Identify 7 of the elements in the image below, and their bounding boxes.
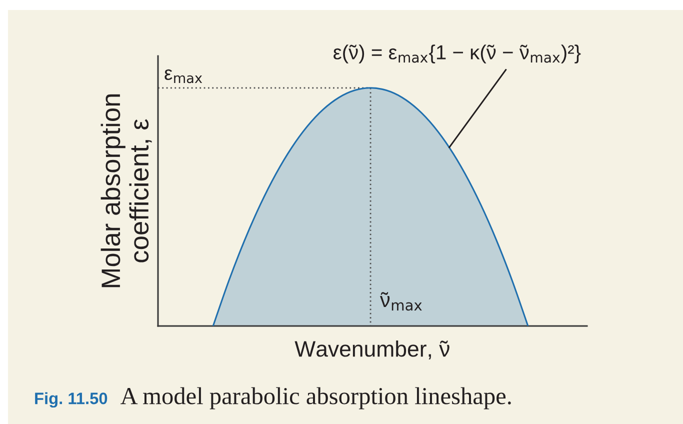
series-label: ε(ν̃) = ε$_{max}${1 − κ(ν̃ − ν̃$_{max}$)²} <box>334 44 581 64</box>
annotation: ν̃$_{max}$ <box>380 292 422 311</box>
text: A model parabolic absorption lineshape. <box>120 387 511 410</box>
y-axis-title: Molar absorption coefficient, ε <box>100 94 152 288</box>
ref-line-label: ε$_{max}$ <box>164 69 202 84</box>
caption: Fig. 11.50 <box>35 392 108 408</box>
x-axis-title: Wavenumber, ν̃ <box>294 340 450 360</box>
